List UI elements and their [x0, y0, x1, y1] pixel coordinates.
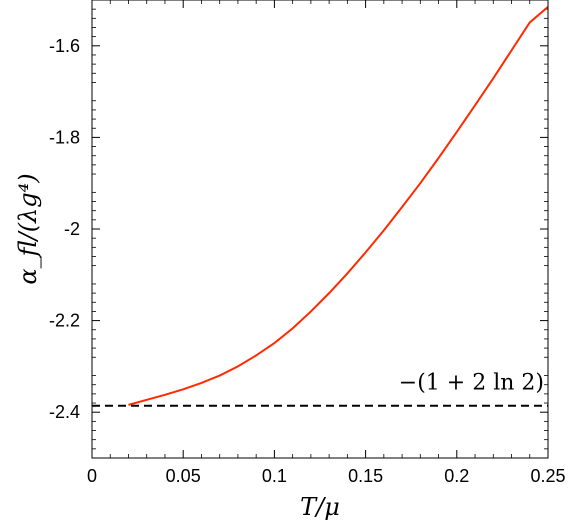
- y-axis-label: α_fl/(λg⁴): [14, 173, 42, 284]
- x-tick-label: 0.1: [262, 466, 287, 486]
- tick-labels: 0 0.05 0.1 0.15 0.2 0.25 -2.4 -2.2 -2 -1.8 -1.6: [49, 36, 566, 486]
- x-tick-label: 0.2: [444, 466, 469, 486]
- plot-frame: [91, 0, 549, 459]
- series-group: [92, 6, 549, 407]
- y-tick-label: -1.8: [49, 127, 80, 147]
- x-tick-label: 0.05: [166, 466, 201, 486]
- y-tick-label: -2.4: [49, 402, 80, 422]
- y-tick-label: -2: [64, 219, 80, 239]
- x-tick-label: 0: [87, 466, 97, 486]
- x-axis-label: T/μ: [300, 493, 340, 521]
- y-tick-label: -2.2: [49, 311, 80, 331]
- data-series-line: [128, 6, 549, 406]
- annotation-label: −(1 + 2 ln 2): [399, 371, 544, 396]
- x-tick-label: 0.15: [348, 466, 383, 486]
- x-tick-label: 0.25: [530, 466, 565, 486]
- y-tick-label: -1.6: [49, 36, 80, 56]
